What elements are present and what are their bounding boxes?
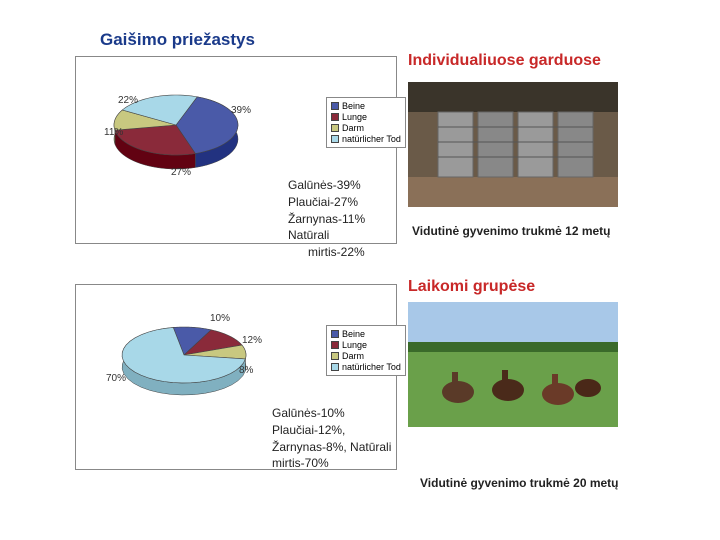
slice-pct-label: 11% xyxy=(104,127,123,138)
desc-line: Galūnės-39% xyxy=(288,177,365,194)
legend-row: Darm xyxy=(331,351,401,361)
slice-pct-label: 39% xyxy=(231,105,251,116)
caption-2: Vidutinė gyvenimo trukmė 20 metų xyxy=(420,476,619,490)
slice-pct-label: 27% xyxy=(171,167,191,178)
main-title: Gaišimo priežastys xyxy=(100,30,255,50)
legend-label: Beine xyxy=(342,329,365,339)
slice-pct-label: 8% xyxy=(239,365,253,376)
legend-label: Beine xyxy=(342,101,365,111)
legend-swatch xyxy=(331,330,339,338)
legend-label: Lunge xyxy=(342,340,367,350)
legend-swatch xyxy=(331,352,339,360)
legend-swatch xyxy=(331,363,339,371)
desc-block-2: Galūnės-10%Plaučiai-12%,Žarnynas-8%, Nat… xyxy=(272,405,391,472)
slice-pct-label: 22% xyxy=(118,95,138,106)
legend-row: Beine xyxy=(331,101,401,111)
desc-line: Natūrali xyxy=(288,227,365,244)
desc-line: Galūnės-10% xyxy=(272,405,391,422)
legend-label: Darm xyxy=(342,351,364,361)
slice-pct-label: 12% xyxy=(242,335,262,346)
legend-2: BeineLungeDarmnatürlicher Tod xyxy=(326,325,406,376)
legend-swatch xyxy=(331,341,339,349)
desc-block-1: Galūnės-39%Plaučiai-27%Žarnynas-11%Natūr… xyxy=(288,177,365,261)
legend-label: natürlicher Tod xyxy=(342,362,401,372)
legend-swatch xyxy=(331,102,339,110)
legend-1: BeineLungeDarmnatürlicher Tod xyxy=(326,97,406,148)
chart-panel-2: BeineLungeDarmnatürlicher Tod 10%12%8%70… xyxy=(75,284,397,470)
legend-row: natürlicher Tod xyxy=(331,362,401,372)
desc-line: mirtis-70% xyxy=(272,455,391,472)
chart-panel-1: BeineLungeDarmnatürlicher Tod 39%27%11%2… xyxy=(75,56,397,244)
desc-line: Plaučiai-12%, xyxy=(272,422,391,439)
legend-label: Lunge xyxy=(342,112,367,122)
legend-swatch xyxy=(331,124,339,132)
legend-row: Darm xyxy=(331,123,401,133)
legend-row: natürlicher Tod xyxy=(331,134,401,144)
right-title-2: Laikomi grupėse xyxy=(408,278,535,296)
legend-row: Beine xyxy=(331,329,401,339)
legend-swatch xyxy=(331,113,339,121)
legend-row: Lunge xyxy=(331,112,401,122)
legend-label: natürlicher Tod xyxy=(342,134,401,144)
pie-chart-2 xyxy=(76,285,286,435)
caption-1: Vidutinė gyvenimo trukmė 12 metų xyxy=(412,224,611,238)
photo-individual-stalls xyxy=(408,82,618,207)
legend-row: Lunge xyxy=(331,340,401,350)
desc-line: Žarnynas-11% xyxy=(288,211,365,228)
right-title-1: Individualiuose garduose xyxy=(408,52,601,70)
slice-pct-label: 10% xyxy=(210,313,230,324)
desc-line: Žarnynas-8%, Natūrali xyxy=(272,439,391,456)
desc-line: Plaučiai-27% xyxy=(288,194,365,211)
slice-pct-label: 70% xyxy=(106,373,126,384)
desc-line: mirtis-22% xyxy=(288,244,365,261)
legend-swatch xyxy=(331,135,339,143)
photo-group-field xyxy=(408,302,618,427)
legend-label: Darm xyxy=(342,123,364,133)
